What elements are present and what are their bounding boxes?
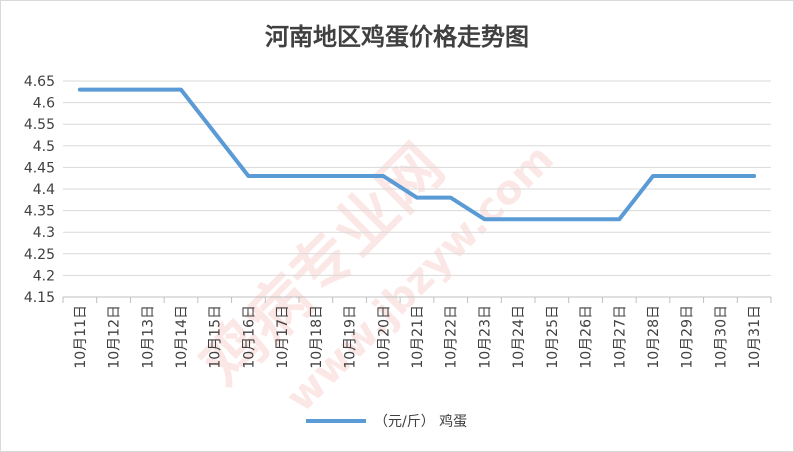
- y-tick-label: 4.6: [33, 96, 55, 112]
- y-tick-label: 4.15: [24, 290, 55, 306]
- y-tick-label: 4.2: [33, 268, 55, 284]
- x-tick-label: 10月25日: [545, 305, 561, 369]
- x-tick-label: 10月11日: [73, 305, 89, 369]
- x-tick-label: 10月30日: [713, 305, 729, 369]
- y-tick-label: 4.65: [24, 74, 55, 90]
- x-tick-label: 10月21日: [410, 305, 426, 369]
- x-tick-label: 10月28日: [646, 305, 662, 369]
- series-line-egg: [77, 87, 757, 222]
- y-tick-label: 4.5: [33, 139, 55, 155]
- x-tick-label: 10月26日: [579, 305, 595, 369]
- x-tick-label: 10月31日: [747, 305, 763, 369]
- x-tick-label: 10月23日: [477, 305, 493, 369]
- y-tick-label: 4.45: [24, 160, 55, 176]
- chart-title: 河南地区鸡蛋价格走势图: [265, 23, 529, 51]
- x-tick-label: 10月16日: [241, 305, 257, 369]
- x-axis: 10月11日 10月12日 10月13日 10月14日 10月15日 10月16日 10月1…: [62, 296, 772, 369]
- x-tick-label: 10月18日: [309, 305, 325, 369]
- y-tick-label: 4.35: [24, 204, 55, 220]
- y-tick-label: 4.3: [33, 225, 55, 241]
- grid-lines: [63, 80, 771, 276]
- x-tick-label: 10月13日: [140, 305, 156, 369]
- x-tick-label: 10月24日: [511, 305, 527, 369]
- y-tick-label: 4.25: [24, 247, 55, 263]
- y-tick-label: 4.4: [33, 182, 55, 198]
- watermark: 鸡病专业网 www.jbzyw.com: [187, 130, 563, 421]
- x-tick-label: 10月29日: [680, 305, 696, 369]
- legend: （元/斤） 鸡蛋: [306, 413, 467, 430]
- series-layer: [77, 87, 757, 222]
- x-tick-label: 10月17日: [275, 305, 291, 369]
- x-tick-label: 10月12日: [107, 305, 123, 369]
- y-axis: 4.15 4.2 4.25 4.3 4.35 4.4 4.45 4.5 4.55 4.6 4.65: [24, 74, 55, 306]
- y-tick-label: 4.55: [24, 117, 55, 133]
- x-tick-label: 10月14日: [174, 305, 190, 369]
- x-tick-label: 10月15日: [208, 305, 224, 369]
- x-tick-label: 10月22日: [444, 305, 460, 369]
- x-tick-label: 10月19日: [343, 305, 359, 369]
- x-tick-label: 10月20日: [376, 305, 392, 369]
- legend-label-egg: （元/斤） 鸡蛋: [374, 413, 467, 430]
- x-tick-label: 10月27日: [612, 305, 628, 369]
